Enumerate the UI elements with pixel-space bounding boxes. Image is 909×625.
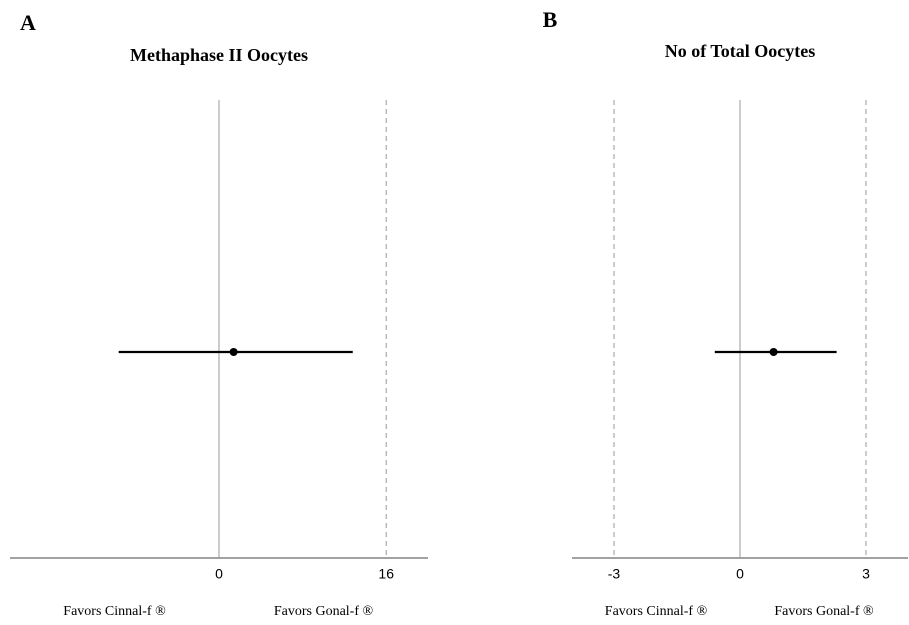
x-tick-label: 16 <box>378 566 394 582</box>
panel-title: No of Total Oocytes <box>665 41 816 61</box>
favors-left: Favors Cinnal-f ® <box>63 604 166 619</box>
favors-right: Favors Gonal-f ® <box>274 604 374 619</box>
point-estimate <box>229 348 238 356</box>
x-tick-label: 0 <box>736 566 744 582</box>
panel-label: A <box>20 10 36 35</box>
x-tick-label: 3 <box>862 566 870 582</box>
x-tick-label: 0 <box>215 566 223 582</box>
panel-title: Methaphase II Oocytes <box>130 45 308 65</box>
panel-label: B <box>543 7 558 32</box>
point-estimate <box>769 348 778 356</box>
x-tick-label: -3 <box>608 566 621 582</box>
favors-right: Favors Gonal-f ® <box>774 604 874 619</box>
favors-left: Favors Cinnal-f ® <box>605 604 708 619</box>
